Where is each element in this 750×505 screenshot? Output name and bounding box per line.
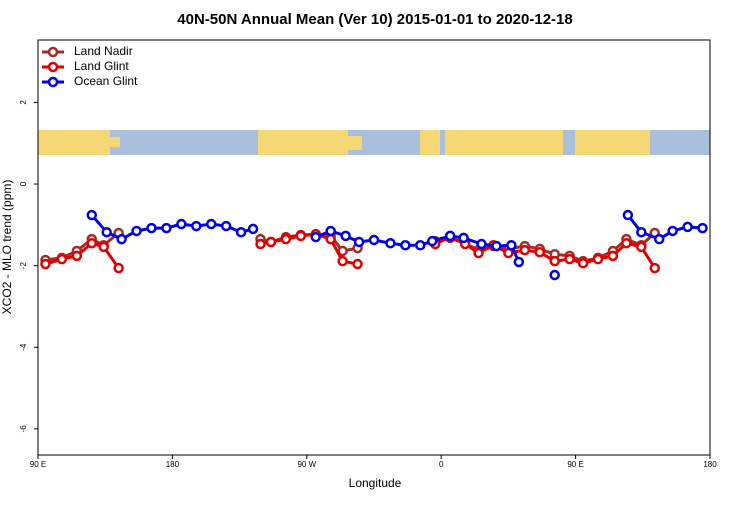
point	[385, 237, 396, 249]
point	[682, 221, 693, 233]
point	[368, 234, 380, 246]
point	[161, 222, 172, 234]
point	[473, 247, 484, 259]
legend-label: Land Nadir	[74, 44, 133, 58]
chart-title: 40N-50N Annual Mean (Ver 10) 2015-01-01 …	[177, 11, 572, 28]
point	[636, 226, 647, 238]
point	[352, 258, 363, 270]
x-tick-label: 0	[439, 460, 444, 469]
point	[667, 225, 678, 237]
point	[476, 238, 487, 250]
point	[176, 218, 187, 230]
point	[265, 236, 277, 248]
point	[400, 240, 411, 251]
x-axis-label: Longitude	[349, 476, 402, 490]
y-tick-label: -6	[19, 425, 28, 433]
point	[353, 236, 365, 248]
point	[622, 209, 634, 221]
point	[636, 241, 647, 253]
x-tick-label: 180	[166, 460, 180, 469]
x-tick-label: 180	[703, 460, 717, 469]
point	[40, 258, 51, 270]
legend-label: Ocean Glint	[74, 74, 138, 88]
point	[86, 237, 98, 249]
point	[549, 269, 560, 281]
point	[458, 232, 469, 244]
plot-frame	[37, 39, 711, 456]
point	[86, 209, 98, 221]
point	[621, 237, 632, 249]
point	[71, 250, 83, 262]
point	[131, 225, 142, 237]
point	[549, 255, 560, 267]
point	[235, 226, 247, 238]
legend-marker	[47, 61, 59, 73]
point	[607, 250, 619, 262]
point	[280, 233, 292, 245]
point	[191, 220, 202, 232]
point	[506, 240, 517, 251]
legend-label: Land Glint	[74, 59, 129, 73]
legend-marker	[47, 46, 59, 58]
point	[113, 262, 124, 274]
point	[337, 255, 348, 267]
y-tick-label: 0	[19, 181, 28, 186]
point	[205, 218, 217, 230]
point	[649, 262, 660, 274]
point	[340, 230, 351, 242]
point	[146, 222, 157, 234]
point	[491, 240, 502, 252]
point	[325, 225, 336, 237]
point	[325, 233, 336, 245]
point	[534, 246, 546, 258]
point	[697, 222, 708, 234]
y-tick-label: -4	[19, 343, 28, 351]
x-tick-label: 90 W	[297, 460, 316, 469]
point	[415, 240, 426, 251]
point	[295, 230, 307, 242]
y-tick-label: -2	[19, 262, 28, 270]
point	[513, 256, 525, 268]
point	[426, 235, 438, 247]
x-tick-label: 90 E	[567, 460, 583, 469]
point	[247, 223, 259, 235]
point	[220, 220, 232, 232]
point	[98, 241, 109, 253]
point	[577, 257, 589, 269]
point	[116, 233, 127, 245]
point	[310, 231, 322, 243]
point	[101, 226, 112, 238]
y-axis-label: XCO2 - MLO trend (ppm)	[0, 180, 14, 315]
point	[56, 253, 68, 265]
y-tick-label: 2	[19, 100, 28, 105]
point	[653, 233, 665, 245]
point	[592, 253, 604, 265]
legend-marker	[47, 76, 59, 88]
map-strip	[38, 130, 710, 155]
point	[564, 253, 575, 265]
point	[519, 244, 531, 256]
x-tick-label: 90 E	[30, 460, 46, 469]
point	[255, 238, 266, 250]
point	[444, 230, 456, 242]
